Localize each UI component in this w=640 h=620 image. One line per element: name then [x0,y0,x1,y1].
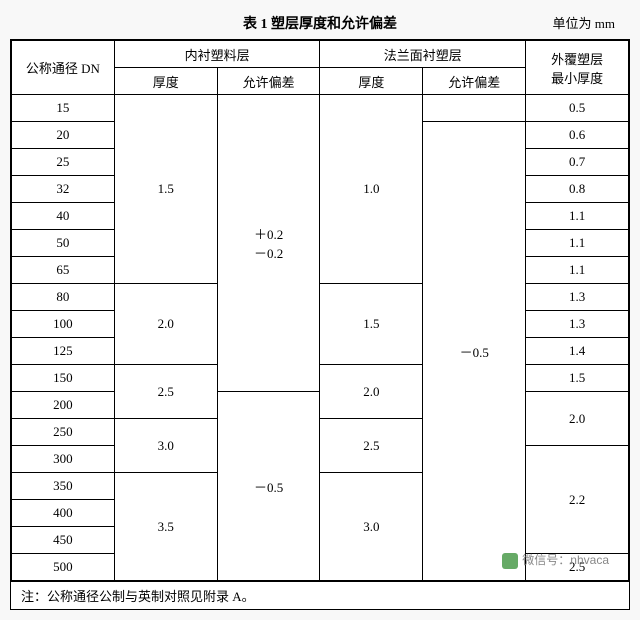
dn-cell: 65 [12,257,115,284]
outer-cell: 1.1 [526,257,629,284]
footnote: 注：公称通径公制与英制对照见附录 A。 [11,581,629,609]
inner-tol-cell: ＋0.2 －0.2 [217,95,320,392]
inner-tol-cell: －0.5 [217,392,320,581]
flange-thick-cell: 2.5 [320,419,423,473]
flange-tol-cell: －0.5 [423,122,526,581]
outer-cell: 0.5 [526,95,629,122]
outer-cell: 2.2 [526,446,629,554]
inner-thick-cell: 1.5 [114,95,217,284]
outer-cell: 1.1 [526,230,629,257]
dn-cell: 100 [12,311,115,338]
dn-cell: 200 [12,392,115,419]
dn-cell: 50 [12,230,115,257]
outer-cell: 0.8 [526,176,629,203]
dn-cell: 15 [12,95,115,122]
col-inner-tol: 允许偏差 [217,68,320,95]
col-dn: 公称通径 DN [12,41,115,95]
col-flange: 法兰面衬塑层 [320,41,526,68]
outer-cell: 1.3 [526,284,629,311]
dn-cell: 250 [12,419,115,446]
dn-cell: 400 [12,500,115,527]
table-title: 表 1 塑层厚度和允许偏差 [243,17,397,32]
outer-cell: 1.4 [526,338,629,365]
col-flange-thick: 厚度 [320,68,423,95]
dn-cell: 450 [12,527,115,554]
flange-thick-cell: 1.5 [320,284,423,365]
dn-cell: 40 [12,203,115,230]
outer-cell: 1.1 [526,203,629,230]
dn-cell: 125 [12,338,115,365]
outer-cell: 0.7 [526,149,629,176]
dn-cell: 32 [12,176,115,203]
col-flange-tol: 允许偏差 [423,68,526,95]
flange-thick-cell: 2.0 [320,365,423,419]
inner-thick-cell: 2.0 [114,284,217,365]
inner-thick-cell: 3.5 [114,473,217,581]
outer-cell: 2.0 [526,392,629,446]
table-container: 公称通径 DN 内衬塑料层 法兰面衬塑层 外覆塑层 最小厚度 厚度 允许偏差 厚… [10,39,630,610]
outer-cell: 1.3 [526,311,629,338]
outer-cell: 1.5 [526,365,629,392]
inner-thick-cell: 3.0 [114,419,217,473]
outer-cell: 0.6 [526,122,629,149]
col-inner: 内衬塑料层 [114,41,320,68]
dn-cell: 350 [12,473,115,500]
dn-cell: 500 [12,554,115,581]
dn-cell: 300 [12,446,115,473]
flange-tol-top-cell [423,95,526,122]
dn-cell: 150 [12,365,115,392]
dn-cell: 80 [12,284,115,311]
inner-thick-cell: 2.5 [114,365,217,419]
dn-cell: 20 [12,122,115,149]
unit-label: 单位为 mm [553,13,615,32]
col-inner-thick: 厚度 [114,68,217,95]
flange-thick-cell: 1.0 [320,95,423,284]
outer-cell: 2.5 [526,554,629,581]
flange-thick-cell: 3.0 [320,473,423,581]
col-outer: 外覆塑层 最小厚度 [526,41,629,95]
spec-table: 公称通径 DN 内衬塑料层 法兰面衬塑层 外覆塑层 最小厚度 厚度 允许偏差 厚… [11,40,629,581]
dn-cell: 25 [12,149,115,176]
